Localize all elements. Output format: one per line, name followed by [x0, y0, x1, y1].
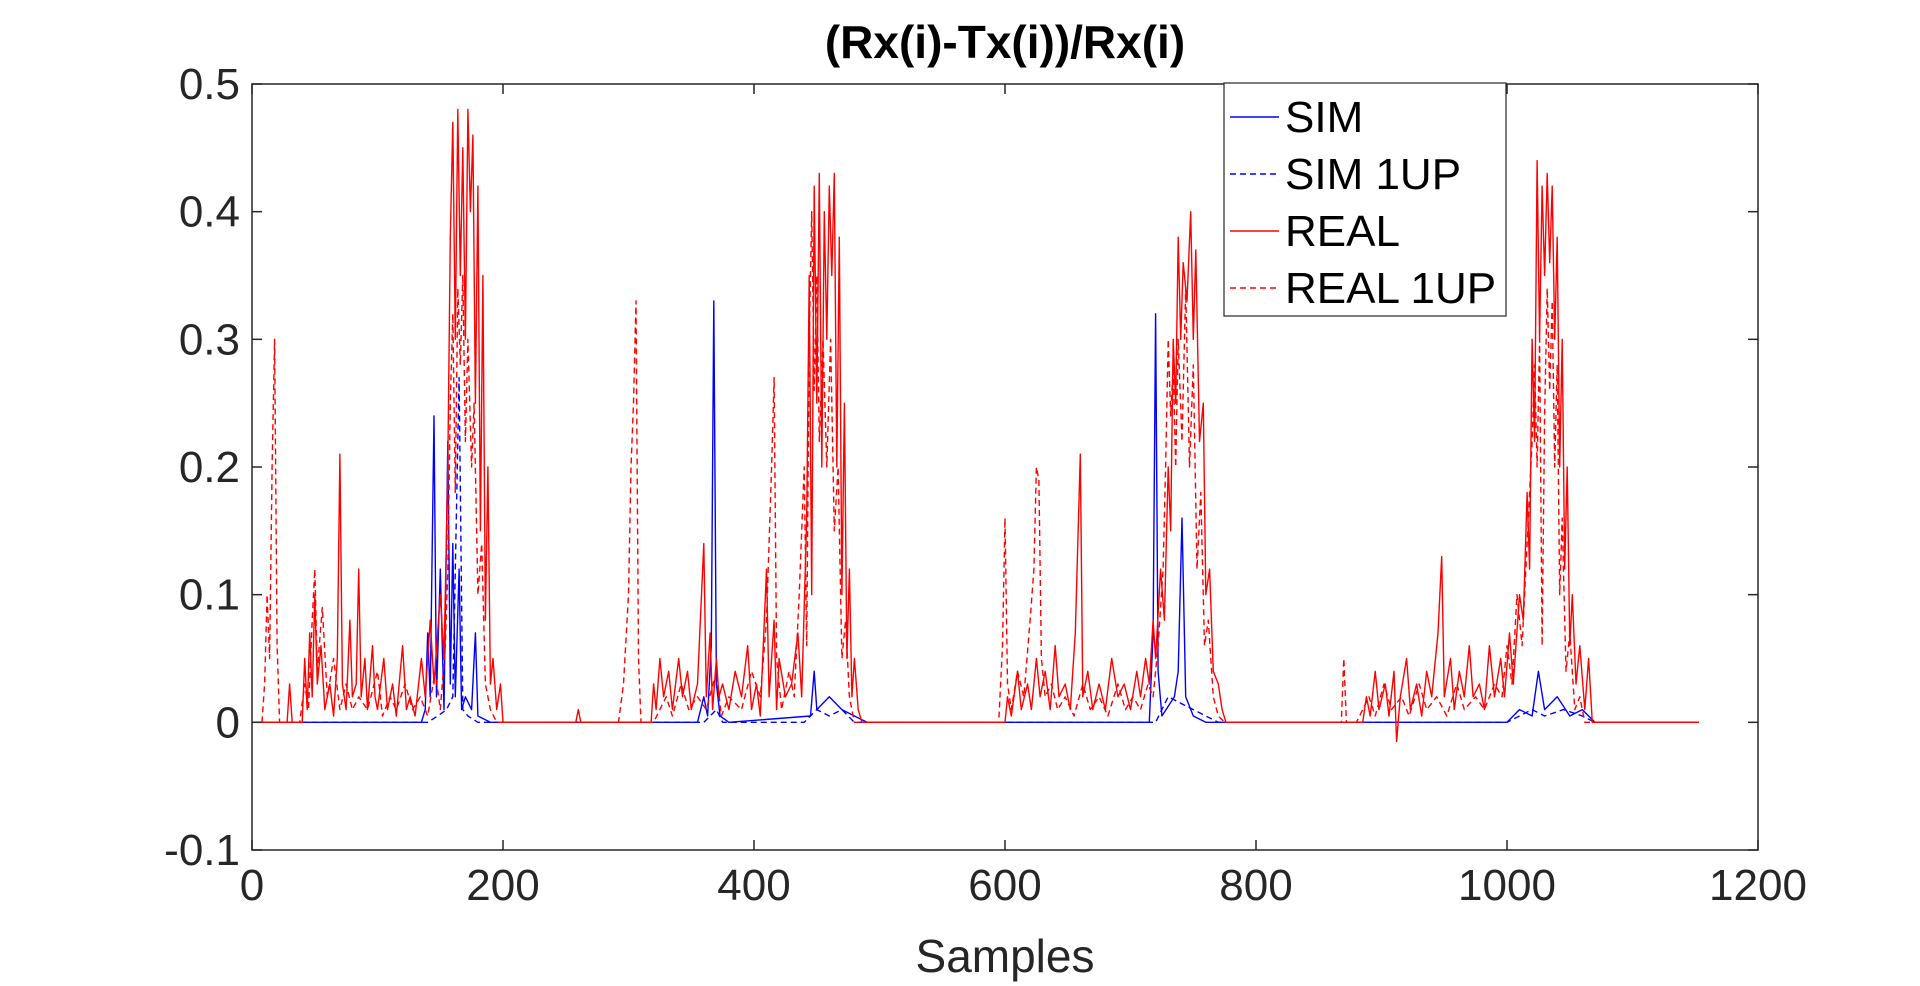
y-tick-label: 0.3	[179, 315, 240, 364]
series-layer	[252, 108, 1699, 743]
legend-label: REAL	[1285, 207, 1400, 256]
y-tick-label: 0.2	[179, 443, 240, 492]
legend-label: SIM 1UP	[1285, 150, 1461, 199]
x-tick-label: 400	[717, 861, 790, 910]
x-tick-label: 1000	[1458, 861, 1556, 910]
legend: SIM SIM 1UP REAL REAL 1UP	[1223, 82, 1507, 317]
y-tick-label: -0.1	[164, 826, 240, 875]
series-line-sim-1up	[252, 376, 1699, 723]
legend-box	[1223, 82, 1507, 317]
y-tick-label: 0.1	[179, 571, 240, 620]
y-tick-label: 0.5	[179, 60, 240, 109]
series-line-real-1up	[252, 211, 1699, 723]
x-tick-label: 800	[1219, 861, 1292, 910]
legend-label: SIM	[1285, 93, 1363, 142]
chart-title: (Rx(i)-Tx(i))/Rx(i)	[825, 16, 1185, 68]
series-line-real	[252, 108, 1699, 743]
x-tick-label: 0	[240, 861, 264, 910]
x-tick-label: 200	[466, 861, 539, 910]
x-tick-label: 600	[968, 861, 1041, 910]
x-tick-label: 1200	[1709, 861, 1807, 910]
legend-label: REAL 1UP	[1285, 264, 1496, 313]
y-tick-label: 0.4	[179, 188, 240, 237]
y-tick-label: 0	[216, 698, 240, 747]
tick-layer: 0 200 400 600 800 1000 1200-0.100.10.20.30.40.…	[164, 60, 1807, 910]
x-axis-label: Samples	[916, 930, 1095, 982]
